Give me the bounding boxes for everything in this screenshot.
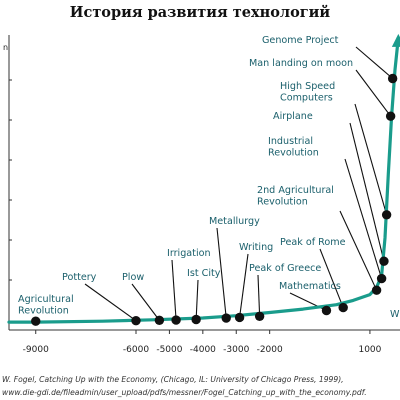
event-marker [376,273,387,284]
event-label: Peak of Rome [280,237,346,248]
event-label: Man landing on moon [249,58,353,69]
event-marker [338,302,348,313]
x-axis: -9000 -6000 -5000 -4000 -3000 -2000 1000 [9,329,400,355]
x-tick-label: -2000 [257,345,283,355]
leader-line [195,279,199,320]
event-label: Genome Project [262,35,339,46]
leader-line [171,259,177,321]
series-arrowhead [391,33,400,47]
leader-line [339,210,378,291]
event-markers [31,73,398,326]
source-caption-line-2: www.die-gdi.de/fileadmin/user_upload/pdf… [2,388,367,397]
x-tick-label: -6000 [123,345,149,355]
event-label: Pottery [62,272,97,283]
event-marker [385,111,396,121]
event-label: 2nd Agricultural Revolution [257,185,334,208]
edge-label: W [390,309,400,320]
leader-line [239,253,249,318]
x-tick-label: -9000 [23,345,49,355]
event-label: Airplane [273,111,313,122]
series-line [7,36,400,324]
x-tick-label: -4000 [190,345,216,355]
event-marker [379,256,389,266]
event-marker [191,314,201,325]
leader-line [354,103,388,215]
series-group [7,33,400,324]
event-marker [371,285,382,295]
event-label: High Speed Computers [280,81,335,104]
event-marker [254,311,265,321]
event-marker [31,316,41,326]
event-label: Industrial Revolution [268,136,319,159]
event-marker [321,305,332,316]
x-tick-label: -3000 [223,345,249,355]
event-label: Irrigation [167,248,211,259]
event-labels: Agricultural Revolution Pottery Plow Irrigat… [18,35,353,317]
leader-line [344,158,383,279]
event-label: Mathematics [279,281,341,292]
event-marker [154,315,165,326]
leader-line [84,283,137,322]
y-axis [8,35,12,330]
leader-line [319,248,344,308]
event-label: Agricultural Revolution [18,294,74,317]
chart-title: История развития технологий [70,4,331,21]
leader-line [257,274,261,317]
leader-line [216,227,227,319]
x-tick-label: 1000 [358,345,381,355]
event-label: Metallurgy [209,216,260,227]
source-caption-line-1: W. Fogel, Catching Up with the Economy, … [2,375,344,384]
event-marker [221,313,231,323]
event-marker [387,73,398,84]
y-axis-label: n [3,43,8,52]
event-marker [131,315,141,326]
leader-line [131,283,160,321]
x-tick-label: -5000 [156,345,182,355]
event-label: Peak of Greece [249,263,321,274]
event-marker [381,210,392,220]
event-marker [171,315,181,325]
leader-line [349,122,385,262]
event-label: Ist City [187,268,221,279]
event-label: Writing [239,242,273,253]
event-marker [234,312,245,323]
leader-line [355,46,394,79]
leader-line [355,69,392,117]
event-label: Plow [122,272,144,283]
